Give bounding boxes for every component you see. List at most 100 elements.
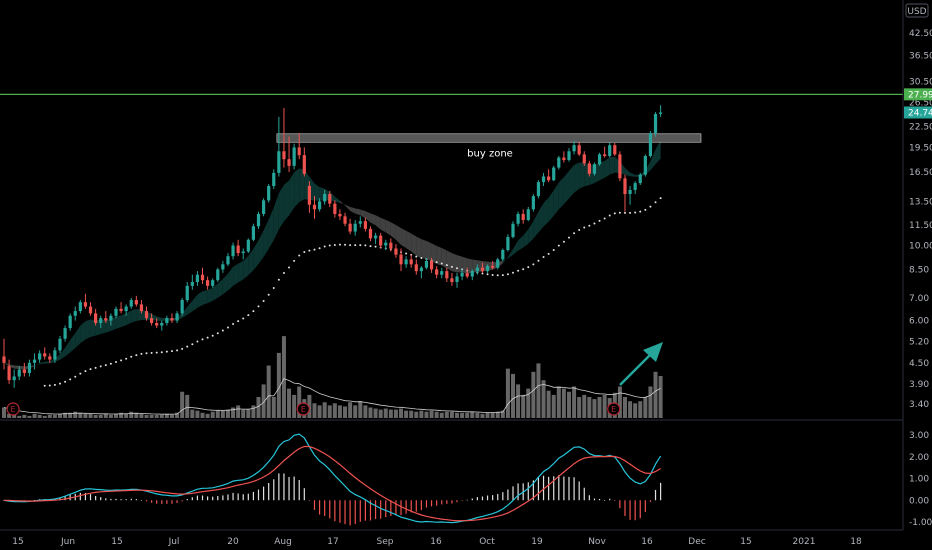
candle-body [653, 113, 658, 134]
ma-dot [145, 352, 148, 355]
last-price-tag-label: 24.74 [908, 108, 932, 118]
candle-body [547, 176, 551, 181]
candle-body [516, 213, 520, 224]
candle-body [251, 226, 256, 240]
macd-histogram-bar [115, 498, 117, 501]
macd-histogram-bar [100, 497, 102, 501]
volume-bar [2, 407, 6, 418]
ribbon-segment [548, 190, 554, 222]
candle-body [394, 248, 398, 255]
volume-bar [190, 409, 195, 418]
price-tick-label: 3.90 [909, 380, 929, 390]
volume-bar [455, 412, 460, 418]
volume-bar [378, 409, 383, 418]
ribbon-segment [568, 164, 575, 199]
candlesticks[interactable] [2, 105, 663, 388]
volume-bar [495, 411, 500, 418]
ribbon-segment [227, 266, 234, 291]
volume-bar [602, 394, 607, 418]
ribbon-segment [334, 196, 340, 203]
volume-bar [322, 402, 327, 418]
ribbon-segment [457, 255, 463, 273]
ribbon-segment [233, 263, 239, 286]
ma-dot [573, 232, 576, 235]
candle-body [38, 353, 42, 360]
volume-bar [465, 412, 470, 418]
volume-bar [169, 414, 174, 418]
macd-axis[interactable]: 3.00 2.00 1.00 0.00 -1.00 [909, 431, 932, 528]
ribbon-segment [39, 361, 45, 365]
candle-body [562, 157, 566, 161]
candle-body [32, 359, 37, 363]
volume-bar [292, 394, 297, 418]
ma-dot [114, 360, 117, 363]
ribbon-segment [212, 283, 218, 301]
ribbon-segment [268, 207, 274, 249]
time-tick-label: 16 [430, 537, 442, 547]
candle-body [623, 178, 627, 195]
macd-histogram-bar [624, 500, 626, 517]
candle-body [317, 201, 322, 210]
macd-histogram-bar [466, 499, 468, 501]
ribbon-segment [182, 306, 188, 318]
macd-histogram-bar [268, 482, 270, 501]
ma-dot [440, 262, 443, 265]
macd-histogram-bar [537, 477, 540, 501]
macd-histogram-bar [293, 476, 295, 501]
volume-bar [587, 397, 592, 418]
ma-dot [140, 352, 143, 355]
ribbon-segment [314, 183, 320, 201]
ma-dot [257, 305, 260, 308]
macd-histogram-bar [59, 497, 61, 501]
macd-histogram-bar [227, 494, 229, 501]
ma-dot [160, 351, 163, 354]
volume-bar [231, 407, 236, 418]
volume-bar [531, 371, 536, 418]
macd-histogram-bar [420, 500, 422, 511]
volume-bar [353, 405, 358, 418]
ribbon-segment [243, 255, 249, 280]
ma-dot [313, 248, 316, 251]
ribbon-segment [375, 215, 381, 230]
ribbon-segment [105, 319, 111, 333]
volume-bar [572, 386, 577, 418]
ma-dot [120, 359, 123, 362]
volume-bar [597, 397, 602, 418]
macd-histogram-bar [456, 500, 458, 503]
macd-histogram-bar [201, 495, 204, 501]
volume-bar [424, 411, 429, 418]
price-axis[interactable]: 42.50 36.50 30.50 26.50 22.50 19.50 16.50 13.50… [909, 29, 932, 410]
ribbon-segment [126, 310, 132, 326]
price-tick-label: 10.00 [909, 242, 932, 252]
ma-dot [232, 322, 235, 325]
volume-bar [312, 403, 317, 418]
ribbon-segment [339, 200, 346, 206]
ribbon-segment [655, 140, 661, 165]
candle-body [608, 145, 612, 156]
volume-bar [388, 409, 393, 418]
ma-dot [328, 244, 331, 247]
ma-dot [374, 245, 377, 248]
time-axis[interactable]: 15 Jun 15 Jul 20 Aug 17 Sep 16 Oct 19 Nov 16 Dec 15 202… [12, 537, 862, 547]
candle-body [160, 323, 164, 326]
ribbon-segment [538, 203, 544, 233]
volume-bar [134, 412, 139, 418]
volume-bar [480, 413, 485, 418]
candle-body [22, 369, 26, 373]
ma-dot [84, 370, 87, 373]
time-tick-label: Oct [479, 537, 495, 547]
ribbon-segment [49, 358, 55, 364]
currency-badge-box [905, 3, 929, 18]
macd-histogram-bar [252, 491, 255, 501]
price-tick-label: 16.50 [909, 168, 932, 178]
volume-bar [119, 412, 124, 418]
macd-histogram-bar [649, 500, 652, 502]
ribbon-segment [599, 160, 605, 181]
currency-badge[interactable]: USD [905, 3, 929, 18]
volume-bar [658, 376, 663, 418]
candle-body [567, 151, 571, 161]
ma-dot [125, 357, 128, 360]
ma-dot [333, 243, 336, 246]
